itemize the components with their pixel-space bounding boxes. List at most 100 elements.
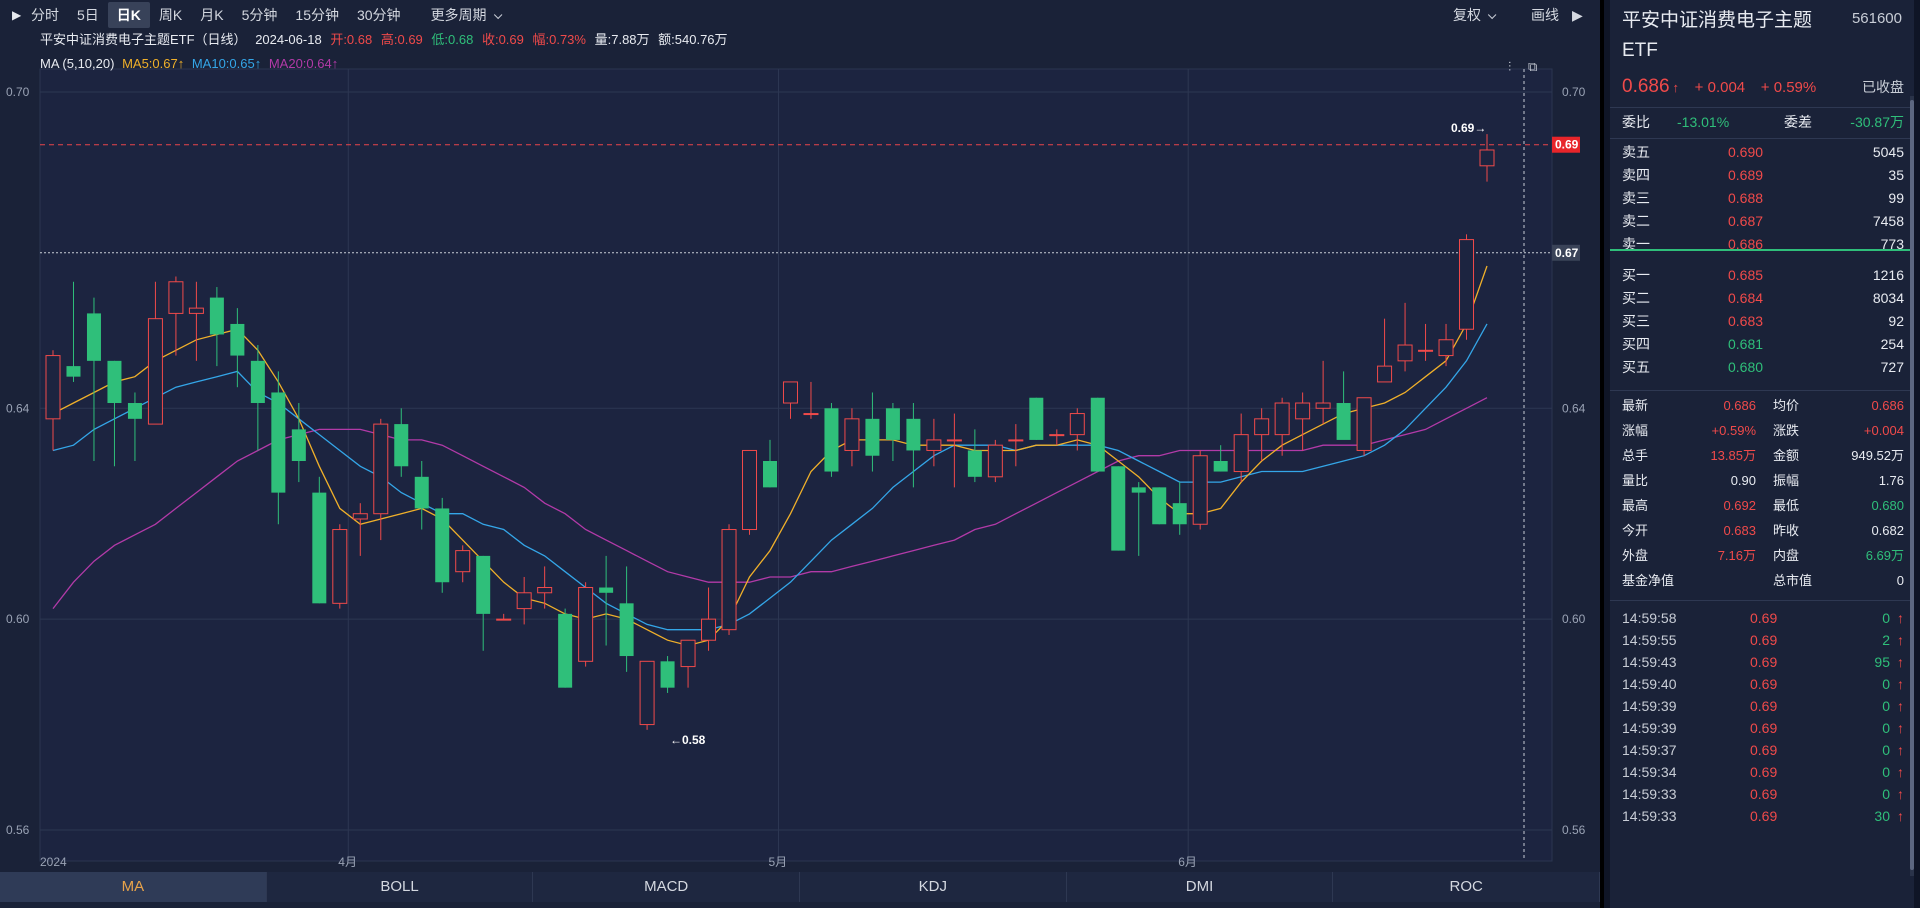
stat-label: 金额: [1773, 448, 1800, 463]
tick-price: 0.69: [1750, 720, 1778, 736]
stat-label: 内盘: [1773, 548, 1800, 563]
arrow-up-icon: ↑: [1672, 80, 1680, 95]
ask-price: 0.689: [1728, 167, 1764, 183]
period-tab[interactable]: 日K: [107, 2, 150, 28]
candle-body: [1438, 339, 1454, 357]
candle-body: [86, 313, 101, 361]
candle-body: [1397, 344, 1413, 362]
candle-body: [885, 408, 900, 440]
fuquan-label: 复权: [1453, 7, 1481, 23]
draw-line-button[interactable]: 画线: [1531, 7, 1559, 23]
ma5-line: [52, 265, 1488, 647]
tick-volume: 30: [1874, 808, 1890, 824]
candle-body: [763, 461, 777, 488]
close-value: 收:0.69: [481, 32, 524, 47]
bid-label: 买五: [1622, 359, 1650, 375]
candle-body: [230, 323, 245, 356]
stat-value: 0.692: [1723, 498, 1756, 513]
scrollbar-thumb[interactable]: [1910, 100, 1914, 870]
indicator-tab[interactable]: KDJ: [800, 872, 1067, 902]
period-tab[interactable]: 月K: [191, 2, 232, 28]
indicator-tab[interactable]: BOLL: [267, 872, 534, 902]
candle-body: [1131, 487, 1146, 493]
candle-body: [312, 492, 327, 604]
ask-price: 0.687: [1728, 213, 1764, 229]
kline-panel: ▶ 分时 5日 日K 周K 月K 5分钟 15分钟 30分钟 更多周期 复权 画线 ▶ 平安中证…: [0, 0, 1601, 908]
arrow-up-icon: ↑: [1897, 720, 1904, 736]
indicator-tab[interactable]: DMI: [1067, 872, 1334, 902]
candle-body: [168, 281, 184, 314]
candle-body: [1213, 461, 1228, 472]
candle-body: [844, 418, 860, 451]
crosshair-price-tag: [1552, 244, 1580, 261]
period-tab-label: 30分钟: [356, 7, 401, 23]
indicator-tab[interactable]: MA: [0, 872, 267, 902]
collapse-right-icon[interactable]: ▶: [1572, 7, 1583, 23]
bid-row: 买三 0.683 92: [1622, 310, 1904, 332]
candle-body: [127, 403, 142, 419]
candle-body: [537, 587, 553, 594]
tick-price: 0.69: [1750, 698, 1778, 714]
stat-value: +0.004: [1863, 423, 1904, 438]
tick-time: 14:59:37: [1622, 742, 1677, 758]
tick-row: 14:59:33 0.69 30 ↑: [1622, 805, 1904, 827]
tick-row: 14:59:55 0.69 2 ↑: [1622, 629, 1904, 651]
indicator-tab[interactable]: ROC: [1333, 872, 1601, 902]
tick-price: 0.69: [1750, 808, 1778, 824]
ask-row: 卖三 0.688 99: [1622, 187, 1904, 209]
quote-panel-body: 平安中证消费电子主题ETF 561600 0.686 ↑ + 0.004 + 0.…: [1610, 0, 1914, 908]
period-tab-label: 分时: [31, 7, 59, 23]
fuquan-dropdown[interactable]: 复权: [1444, 2, 1502, 28]
arrow-up-icon: ↑: [1897, 698, 1904, 714]
stat-value: 0.682: [1871, 523, 1904, 538]
y-tick-label-right: 0.64: [1562, 401, 1586, 415]
weicha-value: -30.87万: [1850, 114, 1904, 130]
candle-body: [107, 360, 122, 404]
stat-row: 涨幅 +0.59% 涨跌 +0.004: [1622, 420, 1904, 442]
tick-volume: 0: [1882, 698, 1890, 714]
period-tab[interactable]: 分时: [22, 2, 68, 28]
candle-body: [1111, 466, 1126, 551]
plot-area: [39, 68, 1553, 862]
period-tab[interactable]: 5日: [68, 2, 108, 28]
price-row: 0.686 ↑ + 0.004 + 0.59% 已收盘: [1622, 74, 1904, 100]
tick-price: 0.69: [1750, 764, 1778, 780]
candle-body: [435, 508, 450, 583]
low-value: 低:0.68: [431, 32, 474, 47]
ask-row: 卖二 0.687 7458: [1622, 210, 1904, 232]
period-tab[interactable]: 15分钟: [286, 2, 348, 28]
x-tick-label: 5月: [768, 855, 787, 869]
x-tick-label: 2024: [40, 855, 67, 869]
arrow-up-icon: ↑: [1897, 764, 1904, 780]
tick-row: 14:59:37 0.69 0 ↑: [1622, 739, 1904, 761]
period-tab[interactable]: 更多周期: [422, 2, 508, 28]
kline-chart[interactable]: 0.70 0.70 0.64 0.64 0.60 0.60 0.56 0.56 2024 4月 5月…: [0, 55, 1600, 872]
candle-body: [1090, 397, 1105, 472]
stat-label: 基金净值: [1622, 573, 1675, 588]
candle-body: [1008, 439, 1024, 442]
stat-label: 振幅: [1773, 473, 1800, 488]
candle-body: [271, 392, 286, 493]
ma-legend: MA (5,10,20) MA5:0.67↑ MA10:0.65↑ MA20:0…: [40, 55, 342, 73]
tick-time: 14:59:33: [1622, 786, 1677, 802]
play-icon[interactable]: ▶: [12, 8, 22, 22]
indicator-tab[interactable]: MACD: [533, 872, 801, 902]
x-tick-label: 6月: [1178, 855, 1197, 869]
amount-value: 额:540.76万: [658, 32, 728, 47]
weibi-value: -13.01%: [1677, 114, 1730, 130]
security-code: 561600: [1851, 10, 1902, 27]
stat-row: 基金净值 总市值 0: [1622, 570, 1904, 592]
stat-label: 最低: [1773, 498, 1800, 513]
period-tab[interactable]: 5分钟: [233, 2, 287, 28]
period-list: 分时 5日 日K 周K 月K 5分钟 15分钟 30分钟 更多周期: [22, 2, 508, 28]
period-tab[interactable]: 30分钟: [348, 2, 410, 28]
candle-body: [987, 444, 1003, 478]
tick-row: 14:59:34 0.69 0 ↑: [1622, 761, 1904, 783]
ohlc-info-bar: 平安中证消费电子主题ETF（日线） 2024-06-18 开:0.68 高:0.…: [40, 31, 733, 49]
candle-body: [967, 450, 982, 477]
period-toolbar: ▶ 分时 5日 日K 周K 月K 5分钟 15分钟 30分钟 更多周期 复权 画线 ▶: [0, 0, 1600, 30]
y-tick-label-right: 0.70: [1562, 85, 1586, 99]
period-tab[interactable]: 周K: [150, 2, 191, 28]
fullscreen-icon: ⧉: [1528, 60, 1537, 75]
divider: [1610, 600, 1914, 601]
